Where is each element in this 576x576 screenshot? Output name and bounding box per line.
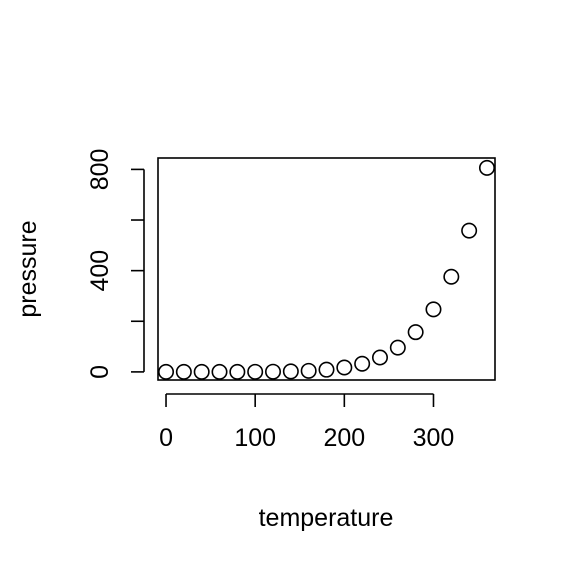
data-point bbox=[318, 361, 335, 378]
data-point bbox=[425, 301, 442, 318]
data-point bbox=[407, 324, 424, 341]
data-point bbox=[193, 363, 210, 380]
x-tick-label: 100 bbox=[234, 424, 276, 452]
x-axis: 0 100 200 300 bbox=[159, 393, 455, 452]
x-axis-label: temperature bbox=[259, 504, 394, 532]
x-tick-label: 200 bbox=[323, 424, 365, 452]
data-points bbox=[158, 159, 495, 380]
data-point bbox=[229, 363, 246, 380]
data-point bbox=[336, 359, 353, 376]
data-point bbox=[247, 363, 264, 380]
y-axis-label: pressure bbox=[14, 220, 42, 317]
data-point bbox=[354, 355, 371, 372]
data-point bbox=[300, 362, 317, 379]
y-tick-label: 400 bbox=[86, 250, 114, 292]
data-point bbox=[265, 363, 282, 380]
data-point bbox=[371, 349, 388, 366]
y-tick-label: 0 bbox=[86, 365, 114, 379]
data-point bbox=[211, 363, 228, 380]
y-tick-label: 800 bbox=[86, 149, 114, 191]
data-point bbox=[158, 363, 175, 380]
x-tick-label: 0 bbox=[159, 424, 173, 452]
data-point bbox=[175, 363, 192, 380]
plot-frame bbox=[157, 157, 496, 381]
data-point bbox=[282, 363, 299, 380]
data-point bbox=[389, 339, 406, 356]
data-point bbox=[443, 268, 460, 285]
data-point bbox=[478, 159, 495, 176]
y-axis: 0 400 800 bbox=[86, 149, 145, 379]
x-tick-label: 300 bbox=[413, 424, 455, 452]
data-point bbox=[461, 222, 478, 239]
